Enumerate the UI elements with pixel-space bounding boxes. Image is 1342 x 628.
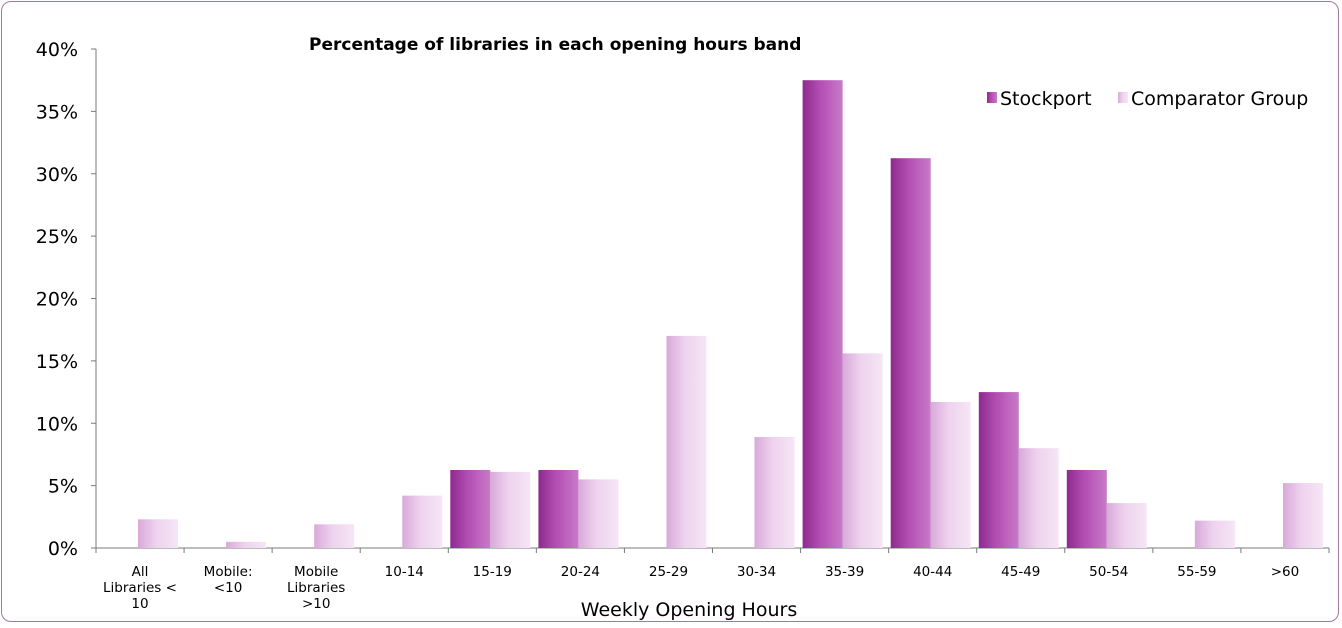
legend-label-comparator-group: Comparator Group (1131, 88, 1308, 110)
axes: 0% 5% 10% 15% 20% 25% 30% 35% 40% (36, 39, 1330, 560)
y-tick-label: 30% (36, 164, 78, 186)
bar-comparator-group (1283, 483, 1323, 548)
x-tick-label: 10-14 (385, 564, 424, 580)
x-axis-label: Weekly Opening Hours (581, 599, 797, 621)
chart-title: Percentage of libraries in each opening … (309, 35, 801, 55)
x-tick-label: 35-39 (825, 564, 864, 580)
x-tick-label: 40-44 (913, 564, 952, 580)
bar-comparator-group (490, 471, 531, 548)
bar-comparator-group (402, 495, 443, 548)
bar-stockport (538, 470, 579, 548)
x-tick-label: Mobile Libraries >10 (287, 564, 345, 612)
bar-comparator-group (578, 479, 619, 548)
y-tick-label: 25% (36, 226, 78, 248)
x-tick-label: All Libraries <10 (103, 564, 177, 612)
bar-comparator-group (1018, 448, 1059, 548)
x-tick-label: 30-34 (737, 564, 776, 580)
bar-comparator-group (666, 335, 707, 548)
bar-comparator-group (754, 437, 795, 548)
legend-swatch-comparator-group (1118, 92, 1128, 103)
x-tick-label: 55-59 (1177, 564, 1216, 580)
y-tick-label: 0% (48, 538, 78, 560)
bar-stockport (802, 80, 843, 548)
x-tick-label: Mobile: <10 (204, 564, 253, 596)
y-tick-label: 40% (36, 39, 78, 61)
x-tick-label: >60 (1271, 564, 1300, 580)
bar-stockport (978, 392, 1019, 548)
bar-comparator-group (930, 402, 971, 548)
legend-label-stockport: Stockport (1000, 88, 1092, 110)
y-tick-label: 5% (48, 476, 78, 498)
legend-swatch-stockport (987, 92, 997, 103)
y-tick-label: 35% (36, 101, 78, 123)
bar-comparator-group (842, 353, 883, 548)
bar-comparator-group (1106, 503, 1147, 548)
bar-comparator-group (314, 524, 355, 548)
x-tick-label: 45-49 (1001, 564, 1040, 580)
x-tick-label: 50-54 (1089, 564, 1128, 580)
bar-stockport (1066, 470, 1107, 548)
x-tick-label: 15-19 (473, 564, 512, 580)
x-tick-label: 25-29 (649, 564, 688, 580)
x-tick-labels: All Libraries <10 Mobile: <10 Mobile Librarie… (103, 564, 1299, 612)
bar-stockport (890, 158, 931, 548)
bar-comparator-group (1194, 520, 1235, 548)
bar-comparator-group (226, 541, 267, 548)
y-tick-label: 15% (36, 351, 78, 373)
legend: Stockport Comparator Group (987, 88, 1308, 110)
bar-stockport (450, 470, 491, 548)
bar-comparator-group (138, 519, 178, 548)
y-tick-label: 10% (36, 413, 78, 435)
bars (138, 80, 1323, 548)
y-tick-label: 20% (36, 289, 78, 311)
x-tick-label: 20-24 (561, 564, 600, 580)
